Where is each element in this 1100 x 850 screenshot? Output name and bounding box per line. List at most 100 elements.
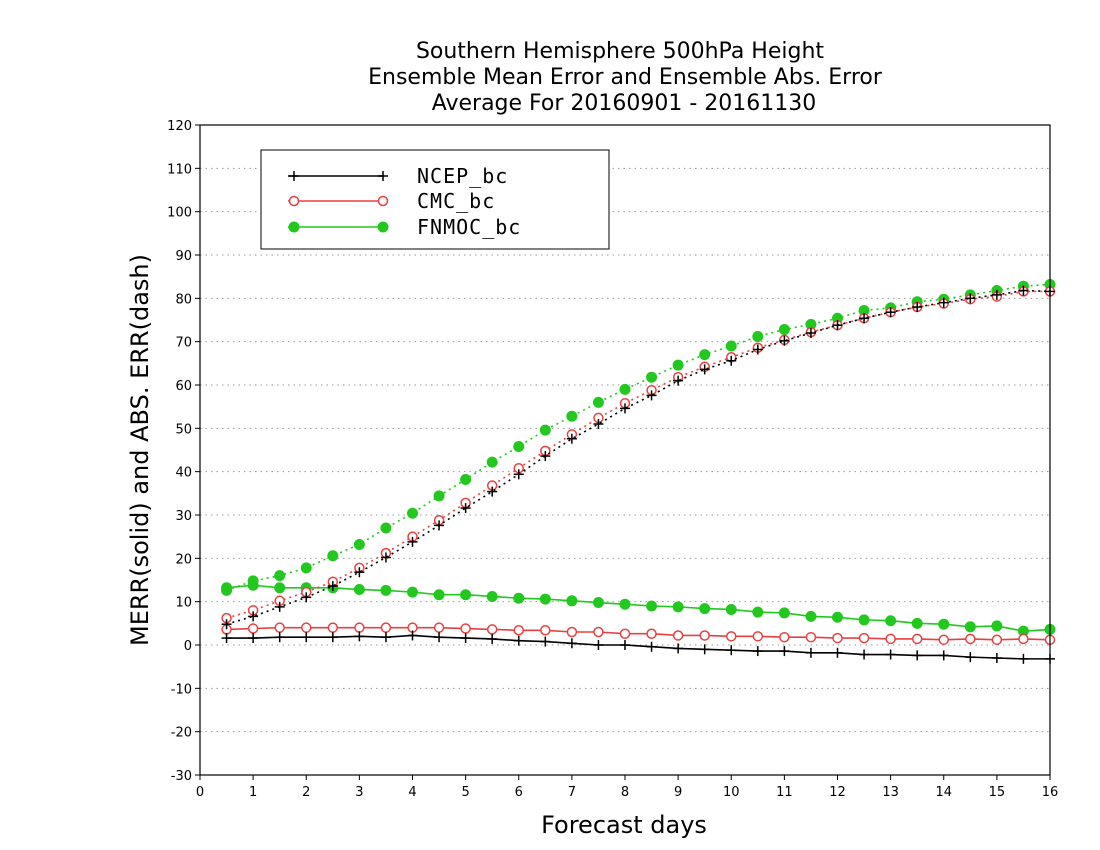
fnmoc-bc-abs-error-point <box>566 410 578 422</box>
ncep-bc-abs-error-point <box>221 619 232 630</box>
legend-marker <box>378 171 388 181</box>
ncep-bc-abs-error-point <box>1018 285 1029 296</box>
ncep-bc-mean-error-point <box>248 633 259 644</box>
cmc-bc-mean-error-point <box>726 631 737 642</box>
cmc-bc-mean-error-point <box>832 632 843 644</box>
fnmoc-bc-mean-error-point <box>221 582 233 594</box>
cmc-bc-mean-error-point <box>247 623 259 634</box>
cmc-bc-mean-error-point <box>460 623 471 634</box>
x-tick-label: 8 <box>621 785 629 800</box>
x-tick-label: 11 <box>776 785 793 800</box>
fnmoc-bc-mean-error-point <box>592 597 604 609</box>
cmc-bc-mean-error-point <box>911 633 923 645</box>
cmc-bc-mean-error-point <box>301 622 312 633</box>
cmc-bc-mean-error-point <box>752 631 764 642</box>
y-tick-label: 40 <box>175 466 192 481</box>
ncep-bc-abs-error-point <box>407 536 418 547</box>
x-tick-label: 13 <box>882 785 899 800</box>
ncep-bc-mean-error-point <box>779 646 790 657</box>
fnmoc-bc-abs-error-point <box>646 371 658 383</box>
series-layer <box>221 278 1056 664</box>
series-fnmoc-bc <box>221 278 1056 637</box>
cmc-bc-mean-error-point <box>965 633 976 645</box>
x-tick-label: 10 <box>723 785 740 800</box>
ncep-bc-mean-error-point <box>274 632 285 643</box>
cmc-bc-mean-error-point <box>1018 633 1029 645</box>
ncep-bc-mean-error-point <box>912 650 923 661</box>
fnmoc-bc-mean-error-point <box>486 590 498 602</box>
ncep-bc-mean-error-point <box>566 638 577 649</box>
y-axis-label: MERR(solid) and ABS. ERR(dash) <box>126 254 154 646</box>
legend-label: CMC_bc <box>417 189 495 213</box>
y-tick-label: -20 <box>171 726 192 741</box>
ncep-bc-abs-error-point <box>540 451 551 462</box>
fnmoc-bc-mean-error-point <box>353 584 365 596</box>
cmc-bc-mean-error-point <box>433 622 445 633</box>
ncep-bc-mean-error-point <box>354 631 365 642</box>
ncep-bc-mean-error-point <box>938 650 949 661</box>
cmc-bc-mean-error-point <box>991 634 1003 646</box>
x-tick-label: 1 <box>249 785 257 800</box>
cmc-bc-mean-error-point <box>619 628 631 639</box>
ncep-bc-abs-error-point <box>646 390 657 401</box>
legend-marker <box>288 221 300 233</box>
fnmoc-bc-mean-error-point <box>964 621 976 633</box>
ncep-bc-abs-error-point <box>513 469 524 480</box>
ncep-bc-abs-error-point <box>593 419 604 429</box>
legend-item-fnmoc-bc: FNMOC_bc <box>288 215 520 239</box>
plot-frame <box>199 124 1051 776</box>
ncep-bc-abs-error-point <box>805 328 816 338</box>
fnmoc-bc-abs-error-point <box>460 473 472 485</box>
x-tick-label: 0 <box>196 785 204 800</box>
ncep-bc-mean-error-point <box>673 643 684 654</box>
cmc-bc-mean-error-point <box>513 625 524 636</box>
ncep-bc-abs-error-point <box>434 520 445 531</box>
fnmoc-bc-mean-error-point <box>752 606 764 618</box>
y-tick-label: 30 <box>175 509 192 524</box>
y-tick-label: 120 <box>167 119 192 134</box>
fnmoc-bc-abs-error-point <box>274 570 286 582</box>
cmc-bc-mean-error-point <box>380 622 392 633</box>
fnmoc-bc-mean-error-point <box>646 600 658 612</box>
ncep-bc-mean-error-point <box>380 632 391 643</box>
x-tick-label: 7 <box>568 785 576 800</box>
ncep-bc-mean-error-point <box>699 644 710 655</box>
fnmoc-bc-abs-error-point <box>619 383 631 395</box>
ncep-bc-mean-error-point <box>460 633 471 644</box>
ncep-bc-abs-error-point <box>673 375 684 386</box>
ncep-bc-abs-error-point <box>699 364 710 375</box>
legend-box <box>260 149 610 250</box>
series-cmc-bc <box>221 286 1056 646</box>
cmc-bc-abs-error-line <box>226 290 1050 619</box>
ncep-bc-abs-error-point <box>965 293 976 304</box>
fnmoc-bc-abs-error-line <box>226 283 1051 592</box>
fnmoc-bc-mean-error-point <box>832 611 843 623</box>
fnmoc-bc-abs-error-point <box>353 538 365 550</box>
ncep-bc-mean-error-point <box>407 630 418 641</box>
legend-marker <box>288 195 300 207</box>
x-tick-label: 12 <box>829 785 846 800</box>
fnmoc-bc-mean-error-point <box>247 579 259 591</box>
x-tick-label: 3 <box>355 785 363 800</box>
y-tick-label: 110 <box>167 162 192 177</box>
fnmoc-bc-abs-error-point <box>699 349 711 361</box>
ncep-bc-abs-error-point <box>460 503 471 514</box>
fnmoc-bc-mean-error-point <box>460 589 472 601</box>
legend-label: NCEP_bc <box>417 164 508 188</box>
x-tick-label: 6 <box>515 785 523 800</box>
cmc-bc-mean-error-point <box>885 633 896 645</box>
cmc-bc-mean-error-point <box>938 634 949 646</box>
ncep-bc-mean-error-point <box>991 653 1002 663</box>
cmc-bc-mean-error-point <box>486 624 498 635</box>
fnmoc-bc-mean-error-point <box>778 607 790 619</box>
title-line-1: Southern Hemisphere 500hPa Height <box>416 39 824 64</box>
x-tick-label: 5 <box>461 785 469 800</box>
ncep-bc-mean-error-point <box>327 632 338 643</box>
x-axis-label: Forecast days <box>541 811 707 839</box>
legend-marker <box>377 221 389 233</box>
ncep-bc-abs-error-point <box>938 297 949 308</box>
